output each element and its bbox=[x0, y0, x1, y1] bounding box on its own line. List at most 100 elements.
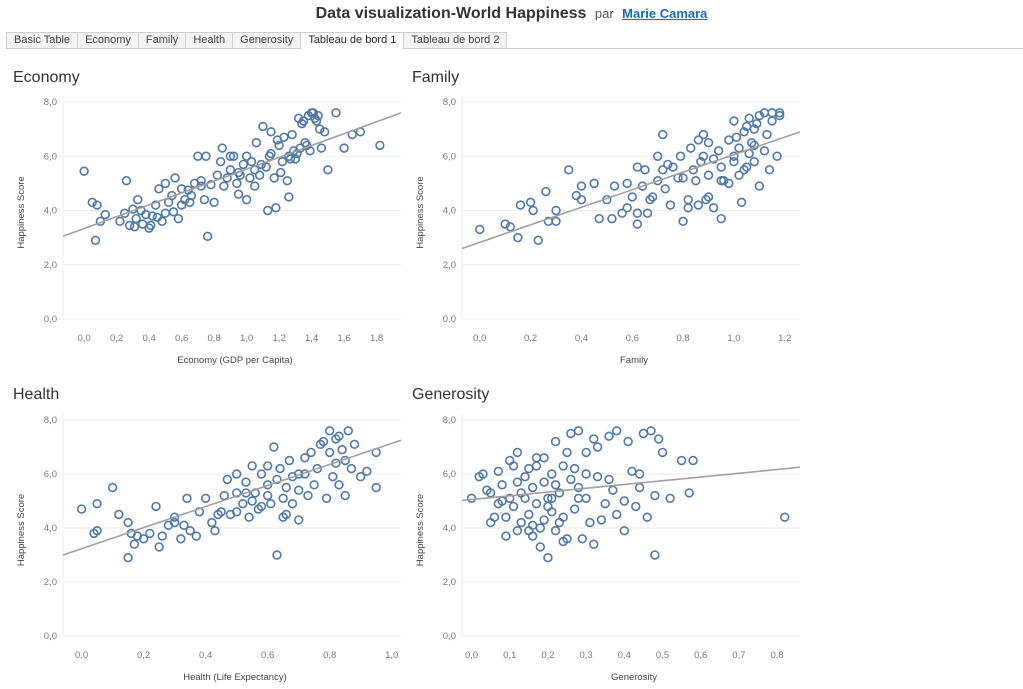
data-point[interactable] bbox=[741, 121, 752, 132]
data-point[interactable] bbox=[246, 156, 257, 167]
data-point[interactable] bbox=[520, 472, 530, 482]
data-point[interactable] bbox=[592, 472, 603, 482]
data-point[interactable] bbox=[150, 200, 161, 210]
data-point[interactable] bbox=[279, 132, 289, 142]
data-point[interactable] bbox=[632, 208, 643, 218]
data-point[interactable] bbox=[343, 426, 353, 436]
data-point[interactable] bbox=[328, 472, 338, 482]
data-point[interactable] bbox=[222, 474, 233, 485]
data-point[interactable] bbox=[182, 493, 192, 503]
data-point[interactable] bbox=[201, 151, 211, 161]
data-point[interactable] bbox=[144, 223, 154, 233]
data-point[interactable] bbox=[121, 175, 132, 186]
data-point[interactable] bbox=[282, 175, 292, 186]
data-point[interactable] bbox=[303, 110, 314, 121]
data-point[interactable] bbox=[289, 146, 299, 156]
data-point[interactable] bbox=[196, 175, 206, 186]
data-point[interactable] bbox=[92, 200, 102, 210]
data-point[interactable] bbox=[241, 477, 251, 487]
tab-basic-table[interactable]: Basic Table bbox=[6, 32, 79, 48]
data-point[interactable] bbox=[185, 525, 195, 536]
data-point[interactable] bbox=[222, 173, 232, 183]
data-point[interactable] bbox=[278, 493, 288, 503]
data-point[interactable] bbox=[508, 461, 519, 471]
data-point[interactable] bbox=[533, 235, 543, 246]
data-point[interactable] bbox=[749, 156, 759, 167]
data-point[interactable] bbox=[632, 219, 643, 229]
data-point[interactable] bbox=[138, 534, 149, 544]
data-point[interactable] bbox=[663, 159, 673, 170]
data-point[interactable] bbox=[665, 200, 676, 210]
data-point[interactable] bbox=[581, 469, 591, 479]
data-point[interactable] bbox=[189, 178, 200, 189]
data-point[interactable] bbox=[665, 493, 675, 503]
data-point[interactable] bbox=[293, 515, 304, 525]
data-point[interactable] bbox=[729, 156, 739, 167]
data-point[interactable] bbox=[241, 488, 251, 498]
data-point[interactable] bbox=[739, 127, 749, 137]
data-point[interactable] bbox=[505, 493, 515, 503]
data-point[interactable] bbox=[147, 211, 158, 221]
data-point[interactable] bbox=[780, 512, 790, 522]
data-point[interactable] bbox=[550, 525, 561, 536]
data-point[interactable] bbox=[303, 490, 313, 501]
data-point[interactable] bbox=[554, 517, 565, 528]
data-point[interactable] bbox=[275, 463, 285, 474]
data-point[interactable] bbox=[531, 499, 542, 509]
data-point[interactable] bbox=[235, 170, 245, 180]
data-point[interactable] bbox=[683, 194, 693, 205]
data-point[interactable] bbox=[129, 222, 140, 232]
data-point[interactable] bbox=[300, 137, 310, 148]
data-point[interactable] bbox=[678, 216, 688, 227]
data-point[interactable] bbox=[287, 129, 297, 140]
data-point[interactable] bbox=[194, 507, 205, 517]
data-point[interactable] bbox=[474, 472, 484, 482]
data-point[interactable] bbox=[764, 165, 775, 175]
data-point[interactable] bbox=[305, 146, 315, 156]
data-point[interactable] bbox=[193, 151, 203, 161]
data-point[interactable] bbox=[551, 216, 561, 227]
data-point[interactable] bbox=[272, 135, 283, 145]
data-point[interactable] bbox=[767, 116, 777, 126]
data-point[interactable] bbox=[256, 501, 267, 512]
data-point[interactable] bbox=[774, 108, 785, 118]
data-point[interactable] bbox=[157, 531, 167, 541]
data-point[interactable] bbox=[251, 137, 262, 148]
tab-tableau-de-bord-1[interactable]: Tableau de bord 1 bbox=[300, 32, 405, 49]
data-point[interactable] bbox=[543, 552, 553, 563]
data-point[interactable] bbox=[163, 197, 174, 208]
data-point[interactable] bbox=[269, 173, 279, 183]
data-point[interactable] bbox=[137, 219, 148, 229]
data-point[interactable] bbox=[293, 469, 304, 479]
data-point[interactable] bbox=[658, 165, 668, 175]
data-point[interactable] bbox=[524, 525, 534, 536]
data-point[interactable] bbox=[281, 509, 291, 520]
data-point[interactable] bbox=[306, 108, 317, 118]
data-point[interactable] bbox=[215, 156, 226, 167]
data-point[interactable] bbox=[100, 209, 110, 220]
data-point[interactable] bbox=[564, 165, 574, 175]
data-point[interactable] bbox=[136, 205, 146, 216]
data-point[interactable] bbox=[749, 140, 759, 151]
data-point[interactable] bbox=[324, 426, 335, 436]
tab-tableau-de-bord-2[interactable]: Tableau de bord 2 bbox=[403, 32, 508, 48]
data-point[interactable] bbox=[604, 431, 614, 441]
data-point[interactable] bbox=[558, 461, 568, 471]
data-point[interactable] bbox=[107, 482, 118, 493]
data-point[interactable] bbox=[581, 493, 591, 503]
data-point[interactable] bbox=[339, 143, 349, 153]
data-point[interactable] bbox=[362, 466, 372, 476]
data-point[interactable] bbox=[600, 499, 610, 509]
data-point[interactable] bbox=[311, 116, 322, 126]
data-point[interactable] bbox=[505, 222, 515, 232]
data-point[interactable] bbox=[698, 151, 709, 161]
data-point[interactable] bbox=[602, 194, 612, 205]
data-point[interactable] bbox=[683, 203, 693, 213]
data-point[interactable] bbox=[228, 151, 239, 161]
author-link[interactable]: Marie Camara bbox=[622, 6, 708, 21]
data-point[interactable] bbox=[245, 173, 255, 183]
data-point[interactable] bbox=[642, 512, 652, 522]
data-point[interactable] bbox=[297, 118, 307, 129]
data-point[interactable] bbox=[276, 167, 286, 178]
